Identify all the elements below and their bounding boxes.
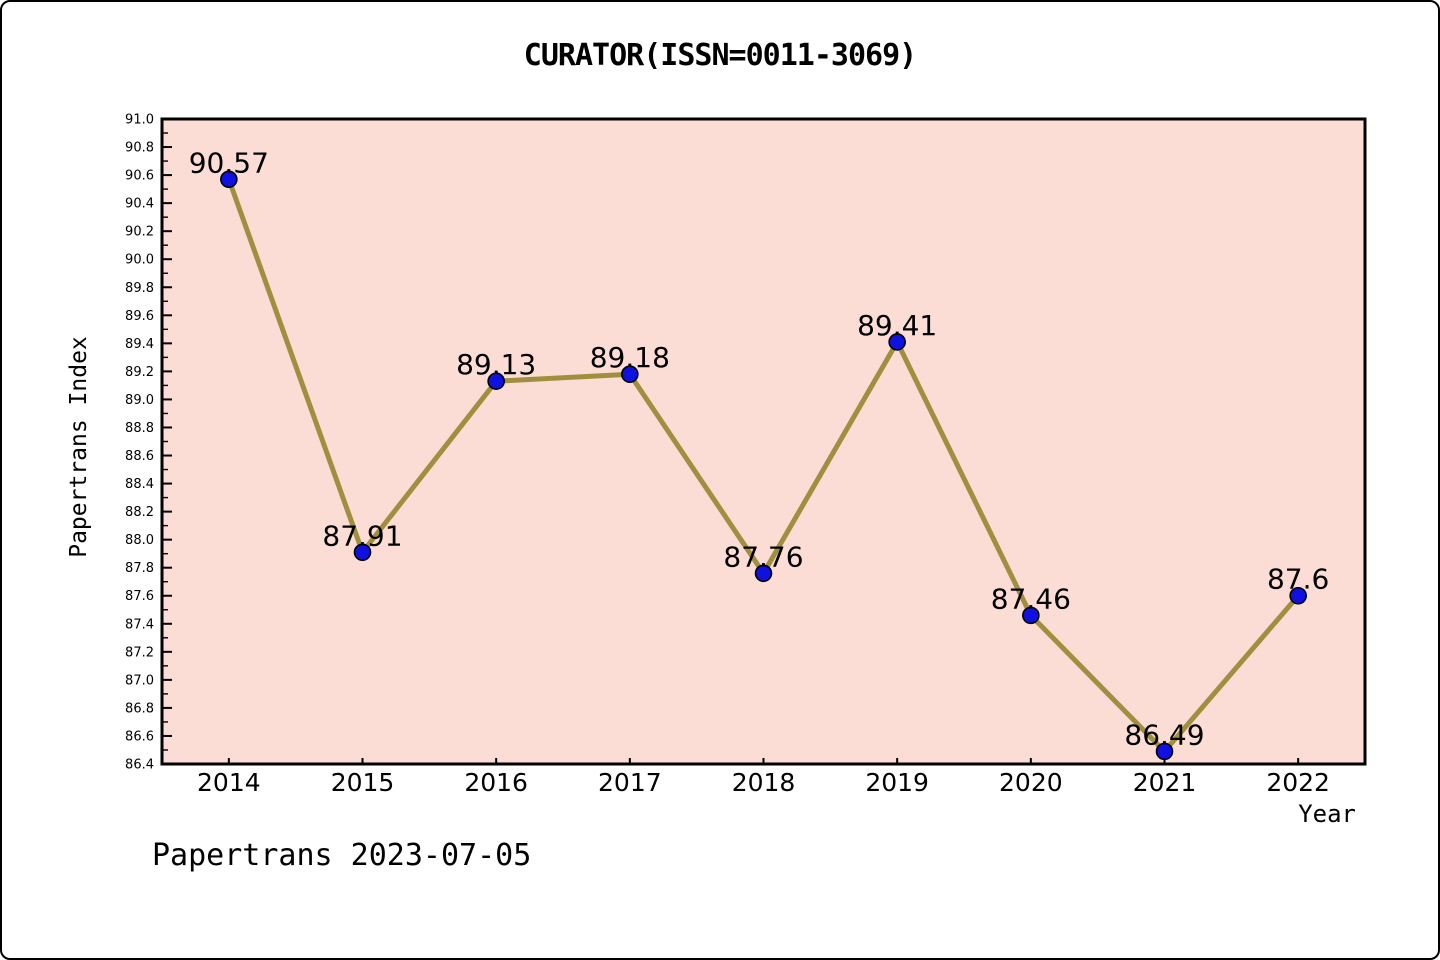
data-point: [353, 543, 372, 562]
x-tick-label: 2017: [598, 768, 662, 797]
x-tick-label: 2021: [1133, 768, 1197, 797]
y-tick-label: 90.8: [125, 141, 154, 156]
data-point-label: 89.18: [590, 341, 670, 374]
data-point: [621, 365, 639, 383]
y-tick-label: 90.2: [125, 225, 154, 240]
y-tick-label: 87.0: [125, 673, 154, 688]
y-tick-label: 88.4: [125, 477, 154, 492]
y-tick-label: 86.6: [125, 729, 154, 744]
data-point-label: 87.76: [723, 540, 803, 573]
x-tick-label: 2019: [865, 768, 929, 797]
data-point: [1022, 606, 1040, 625]
data-point-label: 90.57: [189, 146, 269, 179]
plot-area: [162, 119, 1365, 764]
y-tick-label: 87.2: [125, 645, 154, 660]
chart-title: CURATOR(ISSN=0011-3069): [523, 38, 917, 73]
data-point-label: 89.41: [857, 309, 937, 342]
data-point-label: 87.6: [1267, 563, 1329, 596]
data-point-label: 86.49: [1124, 718, 1204, 751]
y-tick-label: 88.8: [125, 421, 154, 436]
y-axis-title: Papertrans Index: [66, 336, 92, 558]
data-point: [888, 333, 906, 351]
y-tick-label: 90.4: [125, 197, 154, 212]
y-tick-label: 90.0: [125, 253, 154, 268]
caption: Papertrans 2023-07-05: [152, 838, 532, 873]
y-tick-label: 89.8: [125, 281, 154, 296]
x-tick-label: 2020: [999, 768, 1063, 797]
y-tick-label: 91.0: [125, 113, 154, 128]
data-point-label: 89.13: [456, 348, 536, 381]
y-tick-label: 90.6: [125, 169, 154, 184]
y-tick-label: 87.8: [125, 561, 154, 576]
data-point: [220, 170, 238, 189]
y-tick-label: 87.6: [125, 589, 154, 604]
y-tick-label: 89.0: [125, 393, 154, 408]
x-tick-label: 2018: [732, 768, 796, 797]
x-tick-label: 2014: [197, 768, 261, 797]
y-tick-label: 88.0: [125, 533, 154, 548]
data-point: [487, 372, 505, 391]
x-tick-label: 2016: [464, 768, 528, 797]
y-tick-label: 88.6: [125, 449, 154, 464]
data-point: [1289, 586, 1307, 605]
y-tick-label: 89.2: [125, 365, 154, 380]
y-tick-label: 89.6: [125, 309, 154, 324]
data-point-label: 87.46: [991, 582, 1071, 615]
data-point: [754, 564, 773, 583]
x-tick-label: 2015: [331, 768, 395, 797]
data-point-label: 87.91: [322, 519, 402, 552]
y-tick-label: 86.4: [125, 758, 154, 773]
axes-frame: [160, 117, 1367, 766]
y-tick-label: 86.8: [125, 701, 154, 716]
x-tick-label: 2022: [1266, 768, 1330, 797]
x-axis-title: Year: [1298, 800, 1356, 828]
y-tick-label: 87.4: [125, 617, 154, 632]
data-point: [1155, 742, 1174, 761]
y-tick-label: 89.4: [125, 337, 154, 352]
y-tick-label: 88.2: [125, 505, 154, 520]
